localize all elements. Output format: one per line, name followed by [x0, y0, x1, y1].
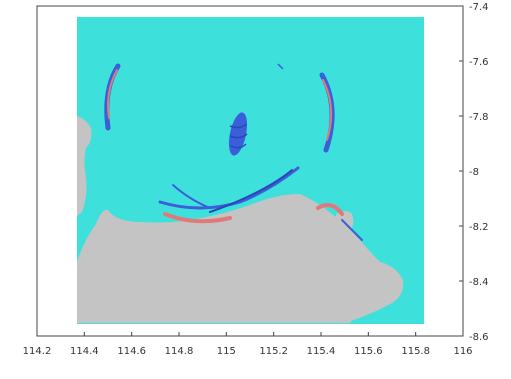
y-axis: -7.4 -7.6 -7.8 -8 -8.2 -8.4 -8.6 — [459, 2, 489, 343]
wave-band-coast-red — [163, 212, 232, 224]
wave-band-north-coast-inner — [209, 169, 293, 213]
y-tick-label: -7.4 — [469, 2, 489, 13]
central-feature — [228, 112, 248, 156]
wave-band-east-coast-blue — [341, 219, 363, 241]
x-tick-label: 114.6 — [117, 346, 146, 357]
x-tick-label: 115.6 — [354, 346, 383, 357]
wave-band-east-coast — [316, 203, 344, 216]
y-tick-label: -8.2 — [469, 222, 489, 233]
y-tick-label: -8.6 — [469, 332, 489, 343]
x-tick-label: 115.4 — [307, 346, 336, 357]
x-tick-label: 115 — [217, 346, 236, 357]
y-tick-label: -8 — [469, 167, 479, 178]
land-bali — [77, 194, 404, 323]
y-tick-label: -8.4 — [469, 277, 489, 288]
x-tick-label: 114.4 — [70, 346, 99, 357]
x-tick-label: 114.8 — [165, 346, 194, 357]
land-java-east — [77, 116, 92, 216]
x-tick-label: 116 — [453, 346, 472, 357]
y-tick-label: -7.6 — [469, 57, 489, 68]
x-tick-label: 115.2 — [259, 346, 288, 357]
x-axis: 114.2 114.4 114.6 114.8 115 115.2 115.4 115.6 11… — [23, 332, 473, 357]
x-tick-label: 115.8 — [401, 346, 430, 357]
y-tick-label: -7.8 — [469, 112, 489, 123]
small-mark — [277, 63, 284, 70]
wave-band-north-coast — [158, 166, 300, 210]
wave-arc-east-core — [322, 79, 333, 141]
wave-arc-west-core — [107, 69, 118, 119]
x-tick-label: 114.2 — [23, 346, 52, 357]
wave-band-offshore — [172, 184, 211, 209]
central-feature-lines — [229, 123, 248, 149]
